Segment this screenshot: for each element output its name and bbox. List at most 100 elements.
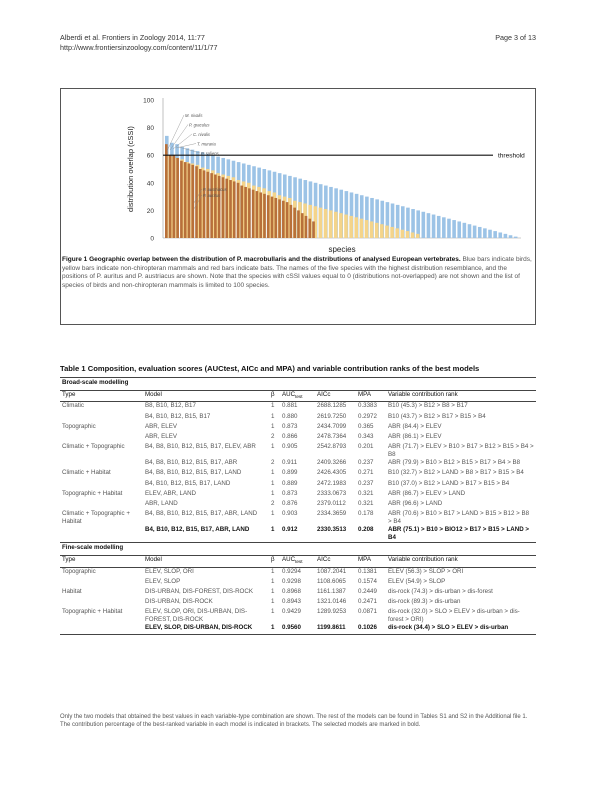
- cell-rank: dis-rock (32.0) > SLO > ELEV > dis-urban…: [388, 608, 520, 624]
- cell-type: [60, 500, 143, 510]
- cell-mpa: 0.1574: [358, 577, 377, 585]
- column-header-type: Type: [60, 390, 143, 403]
- cell-rank: ABR (86.7) > ELEV > LAND: [388, 489, 466, 497]
- bats-bar: [172, 155, 176, 238]
- article-url[interactable]: http://www.frontiersinzoology.com/conten…: [60, 43, 218, 52]
- cell-rank: ABR (86.1) > ELEV: [388, 432, 442, 440]
- cell-mpa: 0.271: [358, 469, 374, 477]
- birds-bar: [498, 232, 503, 238]
- table-section-title: Broad-scale modelling: [60, 376, 536, 391]
- mammals-bar: [359, 218, 364, 238]
- birds-bar: [354, 193, 359, 238]
- cell-mpa: 0.2972: [358, 412, 377, 420]
- y-tick-label: 20: [147, 208, 155, 215]
- bats-bar: [206, 171, 210, 238]
- figure-title: Geographic overlap between the distribut…: [89, 256, 461, 263]
- cell-auc: 0.881: [282, 402, 298, 410]
- cell-mpa: 0.321: [358, 499, 374, 507]
- bats-bar: [195, 166, 198, 238]
- bats-bar: [198, 169, 202, 238]
- birds-bar: [406, 207, 410, 238]
- cell-mpa: 0.2449: [358, 587, 377, 595]
- cell-beta: 1: [271, 510, 275, 518]
- cell-model: B4, B8, B10, B12, B15, B17, ABR: [145, 459, 238, 467]
- mammals-bar: [354, 217, 359, 238]
- column-header-aicc: AICc: [315, 390, 356, 403]
- column-header-beta: β: [269, 555, 280, 568]
- table-title: Table 1 Composition, evaluation scores (…: [60, 364, 480, 373]
- table-row: Climatic B8, B10, B12, B17 1 0.881 2688.1285…: [60, 402, 536, 413]
- birds-bar: [390, 203, 395, 238]
- cell-auc: 0.873: [282, 422, 298, 430]
- cell-mpa: 0.237: [358, 459, 374, 467]
- bats-bar: [236, 182, 240, 238]
- cell-model: B8, B10, B12, B17: [145, 402, 196, 410]
- cell-beta: 1: [271, 469, 275, 477]
- cell-aicc: 1087.2041: [317, 567, 347, 575]
- birds-bar: [416, 210, 420, 238]
- cell-type: Climatic + Habitat: [62, 469, 111, 477]
- y-tick-label: 60: [147, 153, 155, 160]
- mammals-bar: [415, 233, 420, 238]
- cell-type: Climatic: [62, 402, 85, 410]
- bats-bar: [180, 160, 183, 238]
- table-row: B4, B10, B12, B15, B17, ABR, LAND 1 0.912 2…: [60, 526, 536, 544]
- species-leader-line: [172, 133, 193, 150]
- cell-rank: ABR (75.1) > B10 > BIO12 > B17 > B15 > L…: [386, 526, 536, 544]
- cell-beta: 2: [271, 432, 275, 440]
- cell-rank: dis-rock (34.4) > SLO > ELEV > dis-urban: [386, 624, 536, 636]
- cell-beta: 1: [271, 422, 275, 430]
- mammals-bar: [200, 167, 205, 238]
- bats-bar: [293, 207, 296, 238]
- cell-beta: 1: [271, 598, 275, 606]
- cell-auc: 0.899: [282, 469, 298, 477]
- bats-bar: [244, 186, 247, 238]
- y-tick-label: 0: [150, 236, 154, 243]
- cell-auc: 0.9298: [282, 577, 301, 585]
- citation: Alberdi et al. Frontiers in Zoology 2014…: [60, 33, 205, 42]
- bats-bar: [232, 181, 236, 238]
- cell-rank: dis-rock (74.3) > dis-urban > dis-forest: [388, 587, 493, 595]
- mammals-bar: [257, 186, 261, 238]
- bats-bar: [259, 192, 263, 238]
- birds-bar: [401, 206, 405, 238]
- cell-beta: 1: [271, 608, 275, 616]
- cell-aicc: 2334.3659: [317, 510, 347, 518]
- cell-auc: 0.8968: [282, 587, 301, 595]
- mammals-bar: [272, 192, 277, 238]
- mammals-bar: [241, 181, 246, 238]
- table-row: Topographic + Habitat ELEV, SLOP, ORI, DI…: [60, 608, 536, 624]
- cell-aicc: 2688.1285: [317, 402, 347, 410]
- cell-mpa: 0.237: [358, 479, 374, 487]
- cell-model: ELEV, SLOP, DIS-URBAN, DIS-ROCK: [143, 624, 269, 636]
- bats-bar: [255, 191, 259, 238]
- cell-beta: 2: [271, 499, 275, 507]
- birds-bar: [380, 200, 385, 238]
- cell-beta: 1: [269, 624, 280, 636]
- mammals-bar: [339, 213, 343, 238]
- mammals-bar: [328, 210, 333, 238]
- bats-bar: [217, 175, 221, 238]
- cell-model: B4, B10, B12, B15, B17, LAND: [145, 479, 231, 487]
- bats-bar: [176, 157, 179, 238]
- cell-rank: B10 (37.0) > B12 > LAND > B17 > B15 > B4: [388, 479, 510, 487]
- cell-beta: 2: [271, 459, 275, 467]
- cell-type: Habitat: [62, 587, 82, 595]
- table-section-row: Broad-scale modelling: [60, 376, 536, 391]
- cell-type: [60, 459, 143, 469]
- cell-model: ELEV, SLOP, ORI: [145, 567, 194, 575]
- cell-model: ELEV, SLOP, ORI, DIS-URBAN, DIS-FOREST, …: [145, 608, 248, 624]
- species-label: M. nivalis: [185, 113, 203, 118]
- cell-type: [60, 526, 143, 544]
- birds-bar: [452, 220, 456, 238]
- cell-type: [60, 578, 143, 588]
- mammals-bar: [410, 232, 415, 238]
- birds-bar: [349, 192, 354, 238]
- bats-bar: [221, 177, 225, 238]
- column-header-beta: β: [269, 390, 280, 403]
- mammals-bar: [380, 224, 384, 238]
- cell-type: Climatic + Topographic + Habitat: [62, 510, 130, 526]
- column-header-auc-sub: test: [295, 559, 303, 565]
- column-header-mpa: MPA: [356, 555, 386, 568]
- cell-type: Topographic + Habitat: [62, 608, 123, 616]
